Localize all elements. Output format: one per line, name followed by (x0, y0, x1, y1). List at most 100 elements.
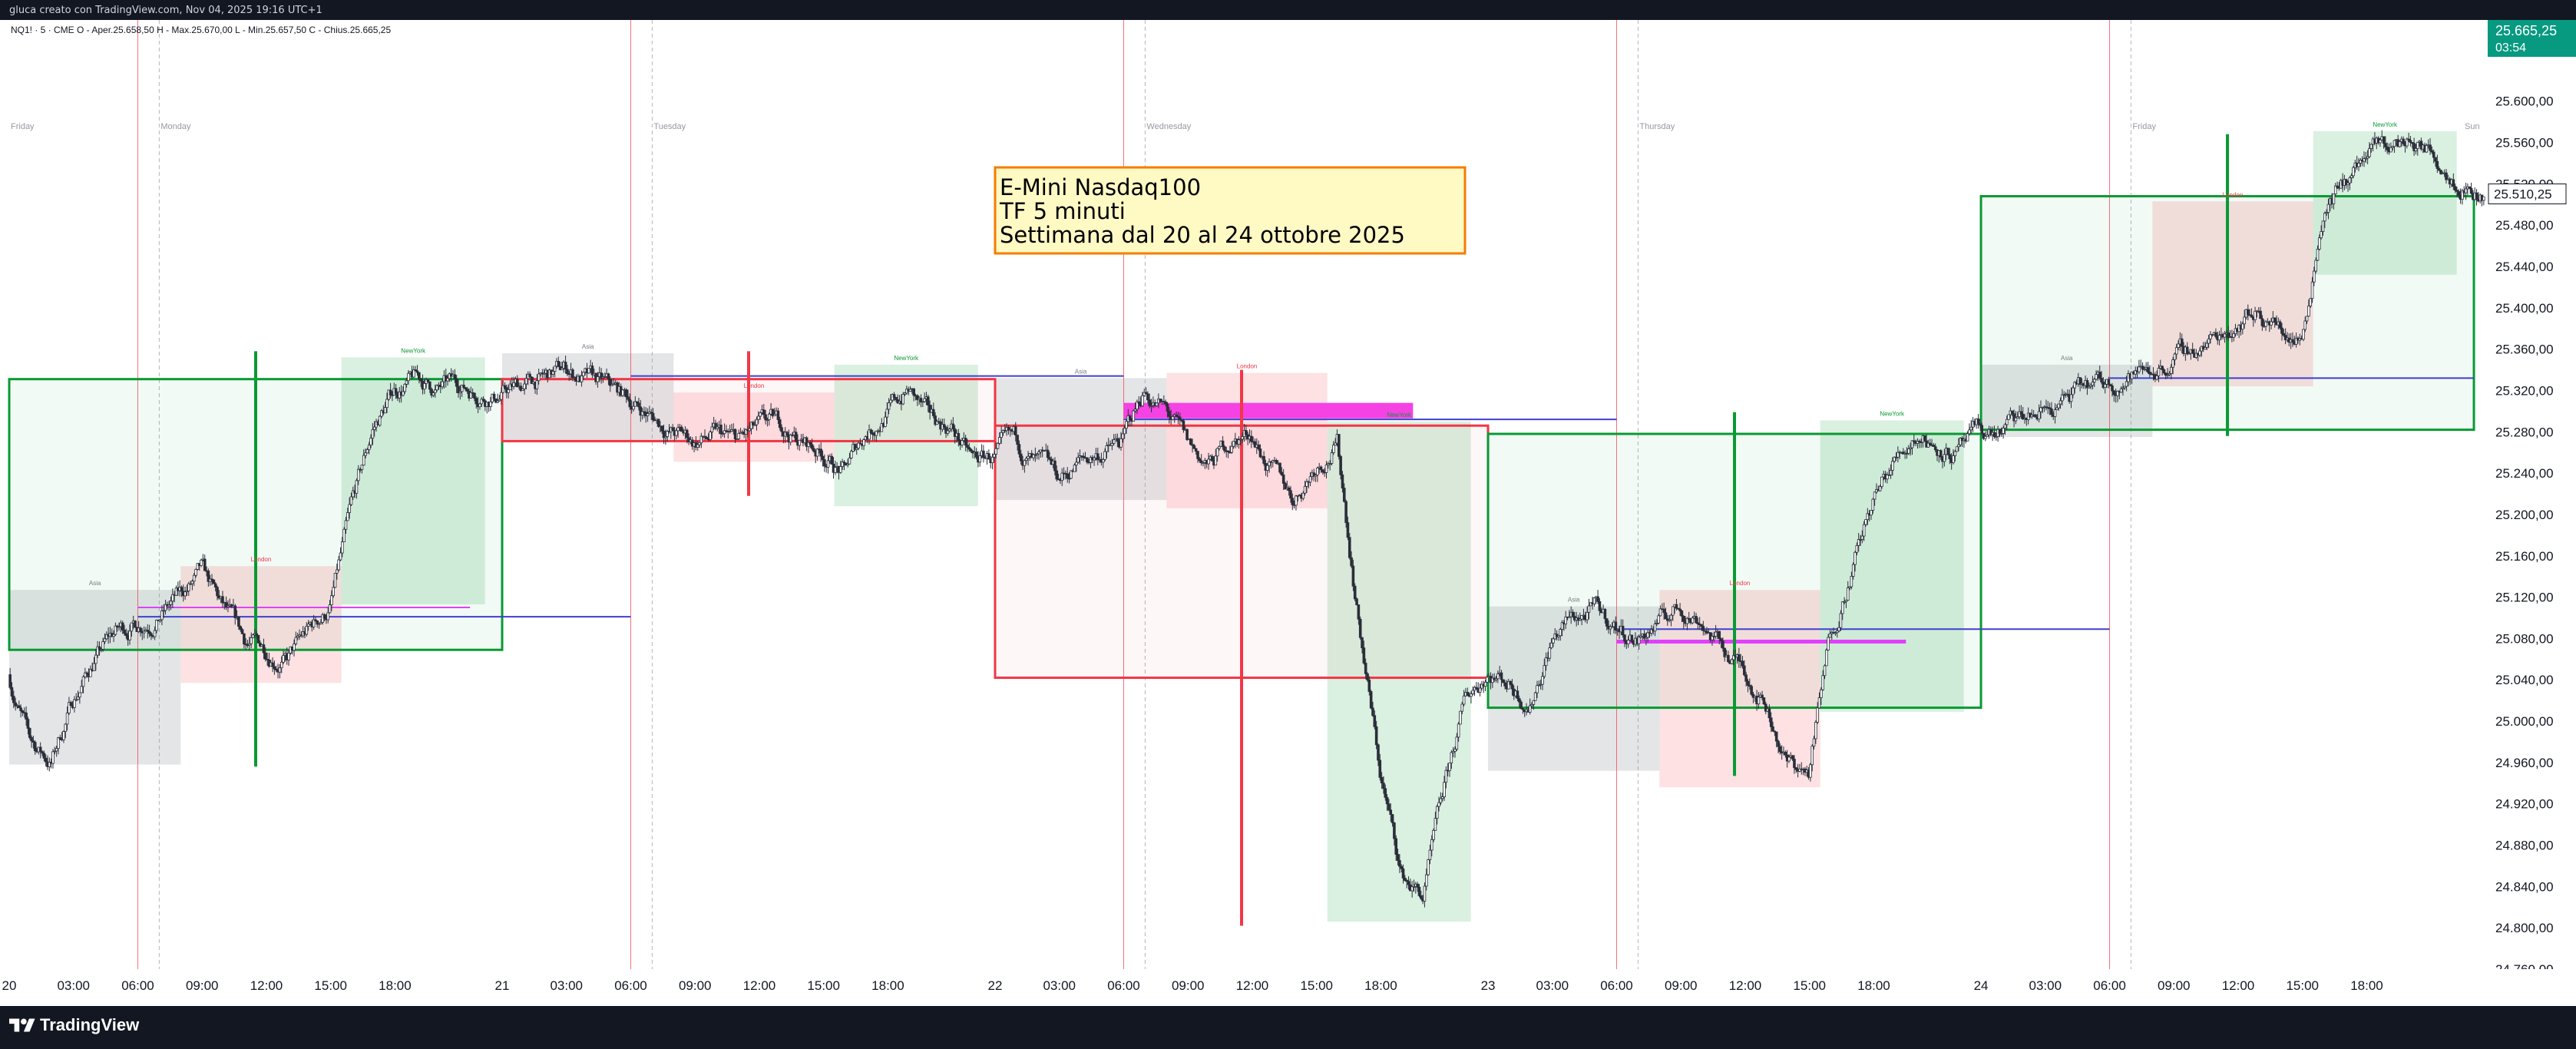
candle-body (1774, 731, 1778, 742)
candle-body (101, 641, 104, 650)
candle-body (213, 583, 217, 587)
candle-body (1258, 448, 1262, 458)
candle-body (2435, 160, 2439, 169)
candle-body (1730, 659, 1734, 664)
candle-body (912, 388, 915, 396)
candle-body (1992, 432, 1996, 437)
candle-body (2359, 159, 2363, 164)
candle-body (367, 445, 371, 450)
candle-body (31, 740, 35, 743)
candle-body (196, 563, 200, 570)
candle-body (821, 455, 825, 461)
candle-body (1423, 885, 1427, 902)
candle-body (169, 601, 173, 605)
last-price-tag (2488, 20, 2576, 57)
candle-body (2264, 321, 2267, 327)
candle-body (1655, 623, 1658, 624)
candle-body (174, 587, 178, 596)
candle-body (48, 762, 51, 767)
candle-body (1450, 752, 1453, 763)
candle-body (651, 412, 655, 421)
candle-body (455, 379, 458, 387)
candle-body (1817, 697, 1821, 709)
candle-body (428, 381, 432, 390)
time-axis[interactable] (0, 969, 2576, 1006)
candle-body (203, 558, 207, 571)
time-tick-label: 20 (2, 978, 17, 993)
candle-body (1019, 453, 1023, 462)
candle-body (1592, 597, 1596, 604)
candle-body (1412, 885, 1416, 888)
candle-body (869, 429, 873, 433)
candle-body (603, 376, 607, 378)
crosshair-price-label: 25.510,25 (2494, 187, 2552, 201)
candle-body (1609, 626, 1612, 630)
candle-body (2250, 314, 2254, 318)
candle-body (656, 419, 660, 427)
candle-body (947, 429, 951, 432)
candle-body (1361, 637, 1364, 649)
candle-body (1171, 416, 1175, 420)
candlestick-chart[interactable]: Asia London NewYork Asia London NewYork Asia Lo… (0, 20, 2576, 1006)
time-tick-label: 18:00 (1857, 978, 1890, 993)
candle-body (1067, 478, 1071, 480)
candle-body (326, 612, 330, 620)
candle-body (1314, 475, 1318, 477)
candle-body (1319, 466, 1323, 471)
candle-body (508, 383, 512, 390)
candle-body (30, 737, 33, 742)
candle-body (2092, 379, 2096, 383)
candle-body (561, 368, 564, 370)
candle-body (1432, 829, 1435, 840)
candle-body (2348, 177, 2352, 184)
candle-body (430, 389, 433, 396)
candle-body (871, 432, 875, 435)
price-tick-label: 25.360,00 (2495, 342, 2554, 357)
candle-body (1491, 677, 1494, 683)
candle-body (1308, 476, 1312, 483)
candle-body (1419, 895, 1423, 899)
title-annotation-box[interactable] (994, 166, 1467, 255)
candle-body (2162, 369, 2166, 374)
candle-body (407, 372, 410, 382)
candle-body (306, 624, 310, 627)
candle-body (256, 634, 260, 644)
time-tick-label: 12:00 (743, 978, 776, 993)
candle-body (848, 457, 852, 465)
price-tick-label: 24.920,00 (2495, 797, 2554, 812)
candle-body (1676, 607, 1680, 610)
candle-body (1580, 615, 1583, 620)
candle-body (2346, 182, 2349, 186)
time-tick-label: 06:00 (2093, 978, 2126, 993)
candle-body (736, 438, 739, 440)
candle-body (557, 360, 561, 367)
candle-body (1280, 472, 1284, 475)
session-box-london (1166, 372, 1328, 508)
candle-body (1543, 665, 1546, 677)
candle-body (146, 630, 150, 632)
candle-body (1559, 629, 1562, 637)
candle-body (134, 620, 137, 628)
candle-body (710, 426, 714, 432)
candle-body (1787, 756, 1791, 762)
candle-body (10, 687, 14, 697)
candle-body (1218, 445, 1221, 449)
candle-body (919, 398, 923, 402)
candle-body (187, 583, 190, 591)
candle-body (255, 633, 258, 636)
candle-body (1284, 483, 1287, 490)
time-tick-label: 06:00 (1600, 978, 1633, 993)
candle-body (1405, 880, 1408, 882)
candle-body (433, 389, 437, 393)
candle-body (1637, 637, 1641, 644)
candle-body (2169, 366, 2173, 374)
candle-body (646, 413, 650, 416)
candle-body (1394, 838, 1398, 855)
candle-body (412, 369, 415, 378)
candle-body (966, 445, 969, 448)
candle-body (1857, 539, 1860, 546)
candle-body (2469, 187, 2473, 194)
candle-body (696, 444, 699, 448)
candle-body (1839, 613, 1843, 628)
symbol-legend[interactable]: NQ1! · 5 · CME O - Aper.25.658,50 H - Ma… (11, 25, 391, 35)
